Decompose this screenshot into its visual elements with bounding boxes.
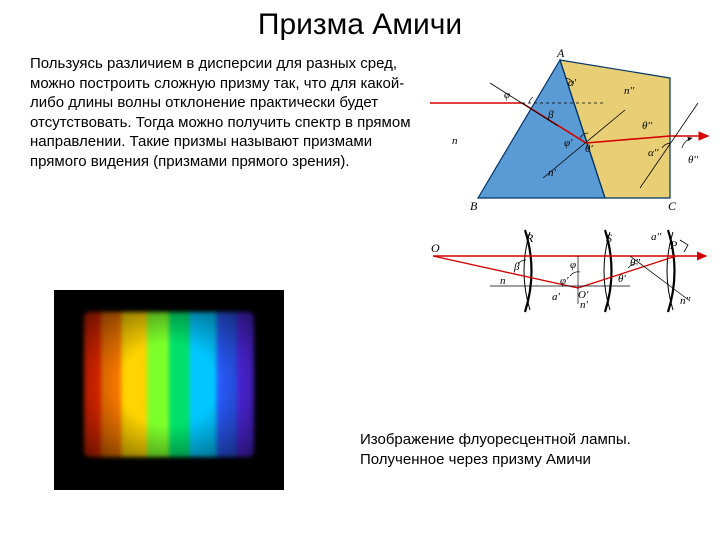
perp-mark — [680, 240, 688, 252]
lbl-theta1b: θ' — [618, 273, 626, 285]
spectrum-vignette — [84, 312, 254, 457]
arc-theta2 — [682, 138, 692, 148]
lbl-n1: n' — [548, 167, 557, 179]
lbl-n2b: n'' — [680, 295, 691, 307]
slide: Призма Амичи Пользуясь различием в диспе… — [0, 0, 720, 540]
lbl-R: R — [525, 231, 534, 245]
lbl-phi: φ — [504, 89, 510, 101]
lbl-a1: a' — [552, 291, 561, 303]
ray-low1 — [433, 256, 578, 288]
lbl-theta2a: θ'' — [642, 120, 653, 132]
ray-low2 — [578, 256, 676, 288]
label-B: B — [470, 199, 478, 213]
spectrum-photo — [54, 290, 284, 490]
lbl-a2: a'' — [651, 231, 662, 243]
page-title: Призма Амичи — [0, 8, 720, 42]
barc2 — [570, 272, 580, 276]
body-text: Пользуясь различием в дисперсии для разн… — [30, 54, 430, 171]
lbl-beta2: β — [513, 261, 520, 273]
lbl-theta1: θ' — [585, 143, 593, 155]
label-C: C — [668, 199, 677, 213]
lbl-nb: n — [500, 275, 506, 287]
lbl-phi2: φ — [570, 259, 576, 271]
arc-diagram: O R S P β φ φ' θ'' θ' a' a'' n n' n'' O' — [430, 226, 710, 316]
label-A: A — [556, 48, 565, 60]
lbl-theta2c: θ'' — [630, 257, 641, 269]
lbl-n: n — [452, 135, 458, 147]
lbl-n2top: n'' — [624, 85, 635, 97]
lbl-S: S — [606, 231, 612, 245]
lbl-alpha2: α'' — [648, 147, 659, 159]
lbl-phi1: φ' — [564, 137, 573, 149]
arc-phi — [529, 97, 533, 103]
spectrum-gradient — [84, 312, 254, 457]
lbl-beta: β — [547, 109, 554, 121]
spectrum-caption: Изображение флуоресцентной лампы. Получе… — [360, 430, 680, 469]
lbl-O: O — [431, 241, 440, 255]
lbl-P: P — [669, 238, 678, 252]
lbl-Op: O' — [578, 289, 589, 301]
lbl-alpha1: α' — [568, 77, 577, 89]
lbl-phi1b: φ' — [560, 275, 569, 287]
prism-diagram: A B C φ α' n'' β θ'' φ' θ' α'' n' θ'' — [430, 48, 710, 218]
lbl-theta2b: θ'' — [688, 154, 699, 166]
